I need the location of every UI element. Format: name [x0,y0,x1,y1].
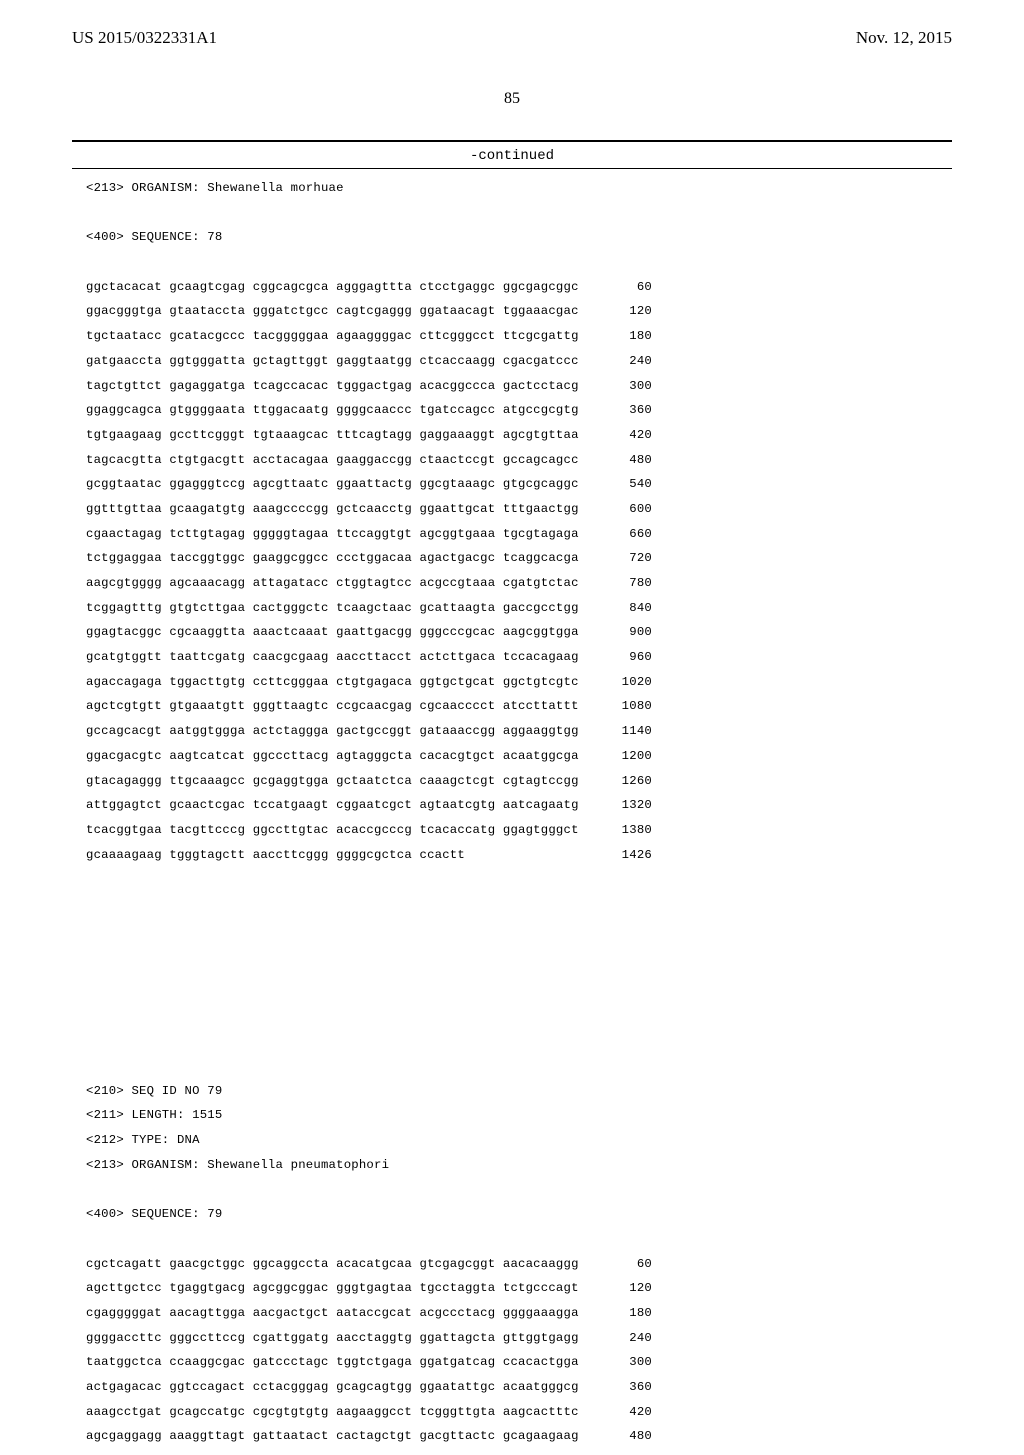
sequence-block-78: <213> ORGANISM: Shewanella morhuae <400>… [86,182,652,873]
page-number: 85 [0,90,1024,108]
sequence-block-79: <210> SEQ ID NO 79<211> LENGTH: 1515<212… [86,1060,652,1455]
rule-top [72,140,952,142]
publication-date: Nov. 12, 2015 [856,28,952,48]
continued-label: -continued [0,148,1024,164]
rule-bottom [72,168,952,169]
page: US 2015/0322331A1 Nov. 12, 2015 85 -cont… [0,0,1024,1320]
publication-number: US 2015/0322331A1 [72,28,217,48]
